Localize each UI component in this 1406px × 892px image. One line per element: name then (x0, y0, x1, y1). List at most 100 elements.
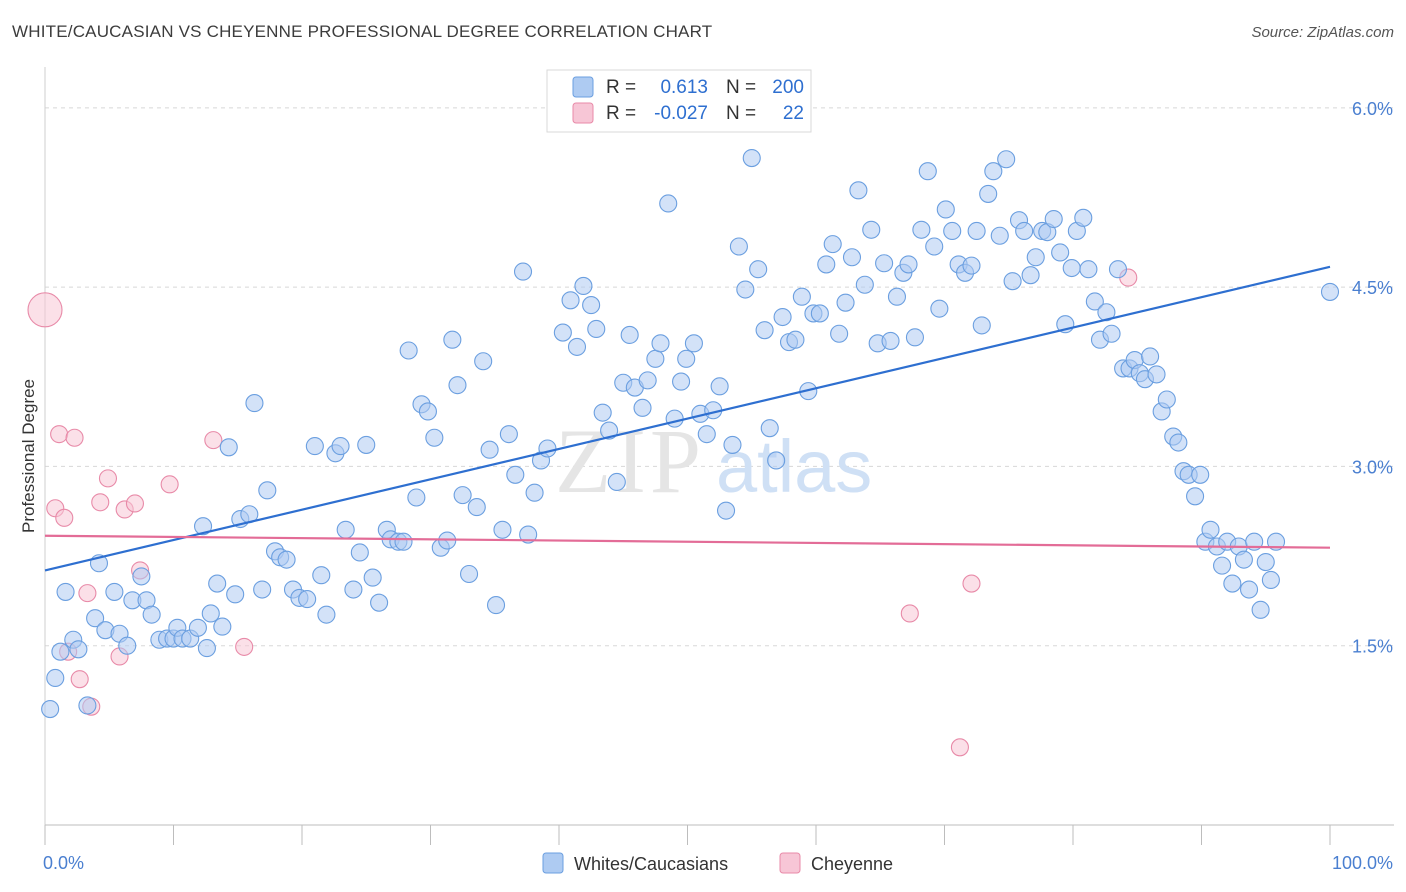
white-point-178 (1157, 390, 1176, 409)
series-legend-label-blue: Whites/Caucasians (574, 854, 728, 874)
white-point-97 (665, 409, 684, 428)
white-point-95 (651, 334, 670, 353)
legend-swatch-pink (572, 102, 594, 124)
white-point-153 (1015, 221, 1034, 241)
watermark-zip: ZIP (555, 410, 705, 512)
white-point-51 (363, 568, 382, 587)
cheyenne-point-17 (235, 637, 254, 656)
trendlines (44, 265, 1331, 572)
white-point-28 (213, 617, 232, 636)
white-point-107 (729, 237, 748, 256)
legend-r-value-2: -0.027 (654, 103, 708, 124)
white-point-81 (561, 291, 580, 310)
series-legend: Whites/Caucasians Cheyenne (542, 852, 893, 874)
cheyenne-point-6 (70, 670, 89, 689)
white-point-86 (593, 403, 612, 422)
white-point-69 (474, 352, 493, 371)
white-point-199 (1320, 282, 1340, 301)
white-point-50 (357, 435, 376, 454)
white-point-60 (418, 402, 437, 421)
y-tick-label-1: 3.0% (1352, 457, 1393, 477)
cheyenne-point-7 (78, 584, 97, 603)
white-point-196 (1256, 552, 1275, 572)
legend-n-value-2: 22 (783, 103, 804, 124)
white-point-190 (1223, 574, 1242, 593)
white-point-180 (1169, 433, 1188, 452)
white-point-26 (201, 604, 220, 623)
white-point-43 (312, 566, 331, 585)
white-point-154 (1021, 266, 1040, 285)
white-point-80 (553, 323, 572, 342)
cheyenne-point-18 (900, 604, 919, 623)
white-point-137 (918, 162, 937, 181)
x-tick-label-1: 100.0% (1332, 853, 1393, 873)
white-point-158 (1044, 209, 1063, 229)
white-point-93 (638, 371, 657, 390)
white-point-61 (425, 428, 444, 447)
y-tick-label-3: 6.0% (1352, 99, 1393, 119)
white-point-33 (245, 394, 264, 413)
white-point-193 (1239, 580, 1259, 599)
white-point-41 (298, 590, 317, 609)
white-point-27 (208, 574, 227, 593)
white-point-46 (331, 437, 350, 456)
white-point-111 (755, 321, 774, 340)
white-point-112 (760, 419, 779, 438)
white-point-68 (467, 498, 486, 517)
white-point-52 (370, 593, 389, 612)
white-point-192 (1234, 550, 1253, 569)
white-point-130 (875, 254, 894, 273)
cheyenne-point-19 (950, 738, 969, 757)
white-point-35 (258, 481, 277, 500)
white-point-3 (56, 582, 75, 601)
cheyenne-point-10 (98, 469, 118, 488)
y-tick-labels: 1.5% 3.0% 4.5% 6.0% (1352, 99, 1393, 657)
white-point-99 (677, 349, 696, 368)
white-point-116 (786, 330, 805, 349)
white-point-1 (46, 668, 65, 688)
white-point-147 (979, 184, 998, 203)
white-point-176 (1147, 365, 1166, 384)
white-point-126 (849, 181, 868, 200)
white-point-124 (836, 293, 855, 312)
white-point-84 (582, 296, 601, 315)
white-point-165 (1085, 292, 1104, 311)
white-point-25 (197, 639, 216, 658)
white-point-148 (984, 162, 1003, 181)
white-point-23 (188, 618, 207, 637)
white-point-98 (672, 372, 691, 391)
white-point-70 (480, 440, 499, 459)
white-point-108 (736, 280, 755, 299)
cheyenne-point-5 (65, 428, 84, 447)
white-point-122 (823, 235, 842, 254)
white-point-198 (1266, 532, 1286, 551)
white-point-77 (525, 483, 544, 502)
cheyenne-point-20 (962, 574, 981, 593)
white-point-105 (716, 501, 736, 520)
white-point-94 (646, 349, 665, 368)
white-point-120 (810, 304, 829, 323)
white-point-161 (1062, 258, 1081, 278)
cheyenne-point-13 (125, 494, 144, 513)
white-point-149 (990, 226, 1009, 245)
source-label: Source: ZipAtlas.com (1251, 24, 1394, 41)
white-point-131 (881, 331, 900, 350)
legend-n-label-1: N = (726, 77, 756, 98)
white-point-49 (350, 543, 369, 562)
white-point-100 (684, 334, 703, 353)
legend-r-label-1: R = (606, 77, 636, 98)
axes (44, 67, 1394, 845)
chart-title: WHITE/CAUCASIAN VS CHEYENNE PROFESSIONAL… (12, 22, 713, 41)
white-point-85 (587, 319, 606, 339)
white-point-110 (749, 260, 768, 279)
white-point-146 (972, 316, 991, 335)
cheyenne-point-16 (204, 431, 223, 450)
white-point-134 (899, 255, 918, 274)
white-point-121 (817, 255, 836, 274)
white-point-44 (317, 605, 336, 624)
legend-r-label-2: R = (606, 103, 636, 124)
white-point-66 (453, 486, 472, 505)
white-point-92 (633, 398, 652, 417)
white-point-106 (723, 435, 742, 454)
